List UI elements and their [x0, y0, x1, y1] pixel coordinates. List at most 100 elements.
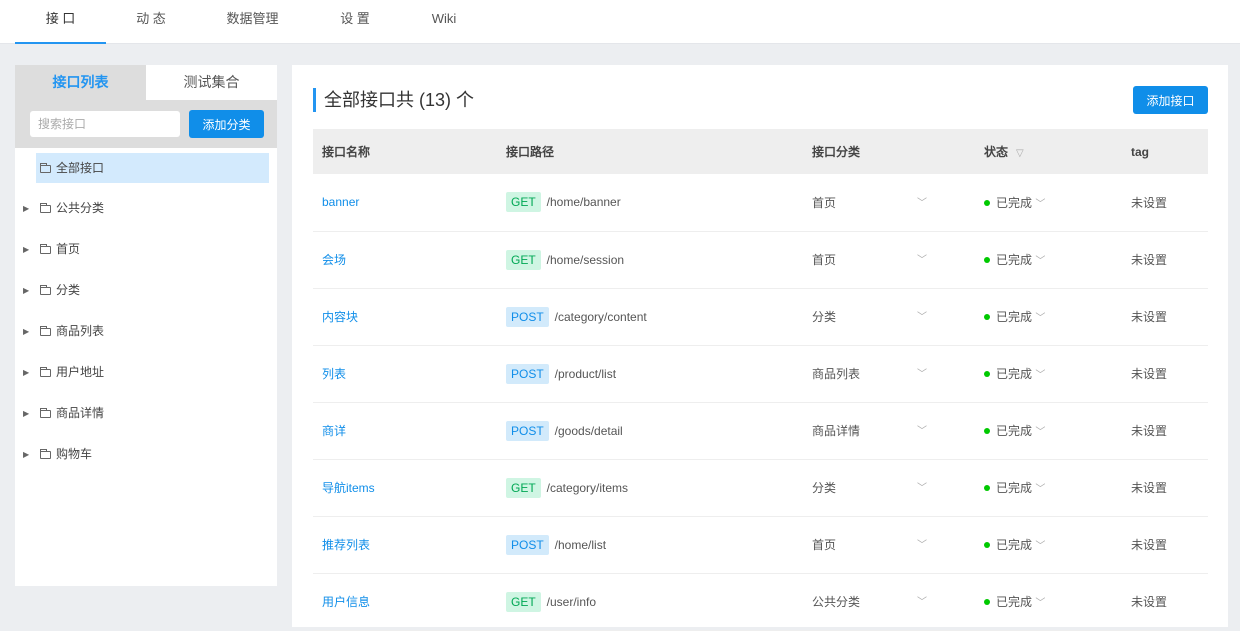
folder-icon [40, 367, 51, 377]
main-panel: 全部接口共 (13) 个 添加接口 接口名称 接口路径 接口分类 状态 ▽ tag ban… [292, 65, 1228, 631]
tab-api-list[interactable]: 接口列表 [15, 65, 146, 100]
category-value: 商品列表 [812, 367, 861, 381]
chevron-down-icon: ﹀ [1035, 427, 1046, 438]
tree-node-label: 公共分类 [56, 201, 105, 215]
status-dot-icon [984, 314, 990, 320]
nav-item[interactable]: 数据管理 [226, 11, 279, 26]
top-nav: 接 口 动 态 数据管理 设 置 Wiki [0, 0, 1240, 44]
caret-right-icon[interactable]: ▶ [23, 327, 30, 336]
tag-cell: 未设置 [1122, 174, 1208, 232]
api-name-link[interactable]: 推荐列表 [322, 538, 371, 552]
tree-node[interactable]: ▶ 商品详情 [15, 393, 277, 434]
caret-right-icon[interactable]: ▶ [23, 204, 30, 213]
status-value: 已完成 [996, 595, 1033, 609]
column-label: 接口名称 [322, 145, 371, 159]
api-name-link[interactable]: 用户信息 [322, 595, 371, 609]
chevron-down-icon: ﹀ [1035, 198, 1046, 210]
chevron-down-icon: ﹀ [1035, 598, 1046, 609]
method-badge: GET [506, 192, 541, 213]
api-path: /user/info [546, 594, 597, 609]
table-row: 用户信息 GET/user/info 公共分类 ﹀ 已完成 ﹀ 未设置 [313, 573, 1208, 631]
chevron-down-icon: ﹀ [1035, 370, 1046, 381]
category-select[interactable]: 分类 ﹀ [812, 308, 927, 325]
nav-item[interactable]: 设 置 [340, 11, 370, 26]
chevron-down-icon: ﹀ [917, 369, 927, 380]
page-title: 全部接口共 (13) 个 [313, 88, 474, 112]
status-select[interactable]: 已完成 ﹀ [984, 196, 1045, 210]
caret-right-icon[interactable]: ▶ [23, 450, 30, 459]
status-select[interactable]: 已完成 ﹀ [984, 424, 1045, 438]
method-badge: GET [506, 477, 541, 498]
status-select[interactable]: 已完成 ﹀ [984, 595, 1045, 609]
tree-node[interactable]: 全部接口 [36, 153, 269, 183]
tree-node-label: 购物车 [56, 447, 93, 461]
column-header: 接口分类 [803, 129, 975, 174]
category-select[interactable]: 首页 ﹀ [812, 536, 927, 553]
status-select[interactable]: 已完成 ﹀ [984, 367, 1045, 381]
folder-icon [40, 244, 51, 254]
status-dot-icon [984, 199, 990, 206]
api-name-link[interactable]: 导航items [322, 481, 375, 495]
category-select[interactable]: 商品详情 ﹀ [812, 422, 927, 439]
status-select[interactable]: 已完成 ﹀ [984, 538, 1045, 552]
tree-node[interactable]: ▶ 用户地址 [15, 352, 277, 393]
tree-node[interactable]: ▶ 公共分类 [15, 188, 277, 229]
table-row: 内容块 POST/category/content 分类 ﹀ 已完成 ﹀ 未设置 [313, 288, 1208, 346]
category-select[interactable]: 分类 ﹀ [812, 479, 927, 496]
folder-icon [40, 285, 51, 295]
api-path: /home/list [554, 537, 607, 552]
caret-right-icon[interactable]: ▶ [23, 245, 30, 254]
column-label: 状态 [984, 145, 1009, 159]
category-select[interactable]: 商品列表 ﹀ [812, 365, 927, 382]
add-api-button[interactable]: 添加接口 [1133, 86, 1208, 114]
nav-item[interactable]: Wiki [431, 11, 457, 26]
api-name-link[interactable]: 内容块 [322, 310, 359, 324]
api-name-link[interactable]: 列表 [322, 367, 347, 381]
api-name-link[interactable]: 会场 [322, 253, 347, 267]
tree-node[interactable]: ▶ 商品列表 [15, 311, 277, 352]
tree-node[interactable]: ▶ 分类 [15, 270, 277, 311]
table-row: 商详 POST/goods/detail 商品详情 ﹀ 已完成 ﹀ 未设置 [313, 402, 1208, 460]
add-category-button[interactable]: 添加分类 [189, 110, 264, 138]
api-name-link[interactable]: 商详 [322, 424, 347, 438]
search-input[interactable] [30, 111, 180, 137]
method-badge: POST [506, 420, 549, 441]
api-name-link[interactable]: banner [322, 195, 360, 210]
chevron-down-icon: ﹀ [917, 197, 927, 209]
table-row: 会场 GET/home/session 首页 ﹀ 已完成 ﹀ 未设置 [313, 231, 1208, 289]
table-row: 推荐列表 POST/home/list 首页 ﹀ 已完成 ﹀ 未设置 [313, 516, 1208, 574]
chevron-down-icon: ﹀ [1035, 313, 1046, 324]
caret-right-icon[interactable]: ▶ [23, 368, 30, 377]
filter-icon[interactable]: ▽ [1016, 148, 1024, 159]
table-row: banner GET/home/banner 首页 ﹀ 已完成 ﹀ 未设置 [313, 174, 1208, 232]
status-value: 已完成 [996, 481, 1033, 495]
chevron-down-icon: ﹀ [1035, 484, 1046, 495]
caret-right-icon[interactable]: ▶ [23, 286, 30, 295]
tree-node[interactable]: ▶ 购物车 [15, 434, 277, 475]
category-select[interactable]: 公共分类 ﹀ [812, 593, 927, 610]
nav-item[interactable]: 动 态 [136, 11, 166, 26]
api-path: /home/banner [546, 195, 621, 210]
category-value: 分类 [812, 310, 837, 324]
caret-right-icon[interactable]: ▶ [23, 409, 30, 418]
status-value: 已完成 [996, 253, 1033, 267]
api-path: /category/content [554, 309, 647, 324]
status-select[interactable]: 已完成 ﹀ [984, 481, 1045, 495]
tree-node[interactable]: ▶ 首页 [15, 229, 277, 270]
status-select[interactable]: 已完成 ﹀ [984, 310, 1045, 324]
api-path: /product/list [554, 366, 617, 381]
category-select[interactable]: 首页 ﹀ [812, 194, 927, 211]
chevron-down-icon: ﹀ [917, 312, 927, 323]
folder-icon [40, 203, 51, 213]
tab-test-collection[interactable]: 测试集合 [146, 65, 277, 100]
status-value: 已完成 [996, 424, 1033, 438]
nav-item[interactable]: 接 口 [15, 0, 106, 44]
tag-cell: 未设置 [1122, 231, 1208, 289]
category-value: 首页 [812, 253, 837, 267]
chevron-down-icon: ﹀ [917, 540, 927, 551]
status-select[interactable]: 已完成 ﹀ [984, 253, 1045, 267]
column-label: 接口分类 [812, 145, 861, 159]
status-dot-icon [984, 428, 990, 434]
category-select[interactable]: 首页 ﹀ [812, 251, 927, 268]
method-badge: POST [506, 363, 549, 384]
